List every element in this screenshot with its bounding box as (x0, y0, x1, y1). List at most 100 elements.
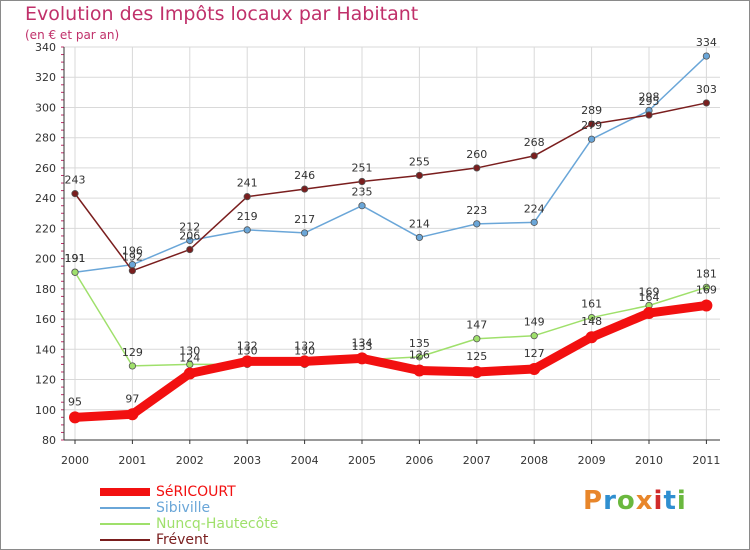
data-label: 161 (581, 298, 602, 311)
data-point (186, 245, 194, 254)
data-point (702, 283, 711, 291)
data-point (69, 411, 81, 424)
logo-letter: i (676, 486, 687, 516)
y-tick-label: 320 (35, 71, 56, 84)
data-label: 206 (179, 230, 200, 243)
data-label: 243 (65, 174, 86, 187)
data-label: 223 (466, 204, 487, 217)
data-label: 127 (524, 347, 545, 360)
data-label: 125 (466, 350, 487, 363)
data-point (470, 365, 483, 378)
data-point (358, 177, 366, 186)
chart-subtitle: (en € et par an) (25, 28, 120, 42)
proxiti-logo: Proxiti (583, 486, 687, 516)
legend-swatch (100, 523, 150, 525)
legend-item: Nuncq-Hautecôte (100, 516, 278, 532)
y-tick-label: 180 (35, 283, 56, 296)
data-label: 132 (294, 339, 315, 352)
data-point (530, 218, 538, 226)
data-label: 132 (237, 339, 258, 352)
y-tick-label: 120 (35, 374, 56, 387)
y-tick-label: 340 (35, 41, 56, 54)
data-label: 260 (466, 148, 487, 161)
data-label: 219 (237, 210, 258, 223)
data-point (183, 367, 196, 380)
data-label: 235 (352, 186, 373, 199)
x-tick-label: 2006 (405, 454, 433, 467)
x-tick-label: 2005 (348, 454, 376, 467)
data-label: 169 (696, 283, 717, 296)
data-label: 241 (237, 177, 258, 190)
x-tick-label: 2004 (291, 454, 319, 467)
legend-swatch (100, 539, 150, 541)
data-label: 214 (409, 217, 430, 230)
x-tick-label: 2002 (176, 454, 204, 467)
x-tick-label: 2000 (61, 454, 89, 467)
data-label: 192 (122, 251, 143, 264)
data-point (356, 352, 368, 365)
data-label: 251 (352, 162, 373, 175)
y-tick-label: 280 (35, 132, 56, 145)
data-point (71, 190, 79, 198)
legend-label: Frévent (156, 532, 209, 548)
legend-swatch (100, 488, 150, 496)
data-label: 130 (294, 344, 315, 357)
y-tick-label: 140 (35, 343, 56, 356)
data-label: 135 (409, 337, 430, 350)
legend-label: Nuncq-Hautecôte (156, 516, 279, 532)
data-point (415, 353, 423, 361)
y-tick-label: 160 (35, 313, 56, 326)
data-point (528, 362, 541, 375)
data-point (700, 299, 713, 312)
series-line (70, 300, 711, 422)
data-point (298, 355, 311, 368)
y-tick-label: 220 (35, 222, 56, 235)
legend-swatch (100, 507, 150, 509)
data-label: 95 (68, 395, 82, 408)
data-label: 148 (581, 315, 602, 328)
data-point (473, 220, 481, 228)
data-label: 134 (352, 336, 373, 349)
data-label: 129 (122, 346, 143, 359)
data-label: 130 (237, 344, 258, 357)
data-label: 303 (696, 83, 717, 96)
data-point (643, 307, 655, 320)
data-point (128, 362, 136, 370)
data-point (413, 364, 426, 377)
data-point (702, 99, 711, 107)
data-label: 181 (696, 267, 717, 280)
data-label: 279 (581, 119, 602, 132)
y-tick-label: 260 (35, 162, 56, 175)
data-point (585, 331, 598, 344)
data-label: 196 (122, 245, 143, 258)
data-point (530, 332, 538, 340)
data-point (186, 236, 194, 245)
legend-item: Sibiville (100, 500, 278, 516)
data-point (473, 164, 481, 172)
data-point (415, 171, 423, 180)
data-point (702, 52, 711, 60)
legend-label: SéRICOURT (156, 484, 236, 500)
data-label: 130 (179, 344, 200, 357)
data-point (530, 152, 538, 160)
x-tick-label: 2011 (692, 454, 720, 467)
y-tick-label: 300 (35, 101, 56, 114)
plot-area (64, 47, 720, 440)
legend-item: SéRICOURT (100, 484, 278, 500)
data-label: 124 (179, 351, 200, 364)
logo-letter: r (603, 486, 617, 516)
data-label: 191 (65, 252, 86, 265)
data-label: 169 (639, 285, 660, 298)
chart-title: Evolution des Impôts locaux par Habitant (25, 3, 419, 25)
data-point (587, 135, 596, 143)
x-tick-label: 2008 (520, 454, 548, 467)
chart-legend: SéRICOURT Sibiville Nuncq-Hautecôte Frévent (100, 484, 278, 548)
data-label: 295 (639, 95, 660, 108)
data-label: 97 (125, 392, 139, 405)
y-tick-label: 80 (42, 434, 56, 447)
logo-letter: o (616, 486, 636, 516)
series-line (74, 55, 708, 273)
data-label: 255 (409, 155, 430, 168)
data-label: 126 (409, 348, 430, 361)
